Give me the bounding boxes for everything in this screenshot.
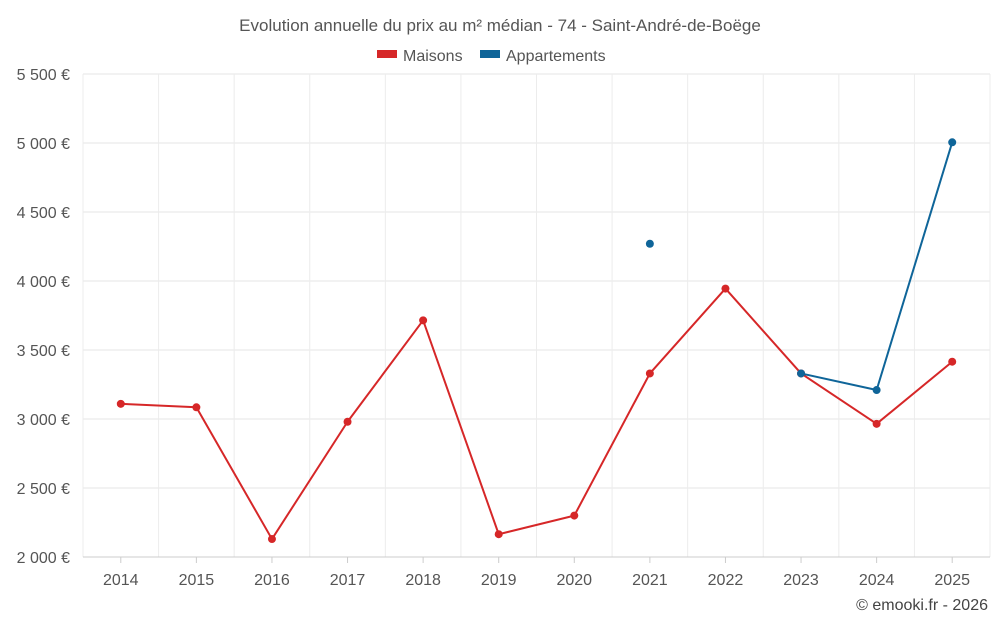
x-tick-label: 2020	[556, 572, 592, 589]
grid	[82, 73, 991, 558]
data-point-maisons[interactable]	[116, 399, 125, 408]
series-line-appartements	[800, 142, 954, 392]
x-tick-label: 2023	[783, 572, 819, 589]
y-tick-label: 5 000 €	[17, 136, 70, 153]
data-point-maisons[interactable]	[948, 357, 957, 366]
legend: Maisons Appartements	[377, 48, 606, 65]
x-tick-label: 2019	[481, 572, 517, 589]
x-tick-label: 2022	[708, 572, 744, 589]
y-tick-label: 2 000 €	[17, 550, 70, 567]
y-tick-label: 3 000 €	[17, 412, 70, 429]
data-point-maisons[interactable]	[267, 535, 276, 544]
data-point-appartements[interactable]	[645, 239, 654, 248]
legend-item-maisons[interactable]: Maisons	[377, 48, 463, 65]
x-tick-label: 2021	[632, 572, 668, 589]
y-tick-label: 3 500 €	[17, 343, 70, 360]
data-point-appartements[interactable]	[797, 369, 806, 378]
credit-text: © emooki.fr - 2026	[856, 597, 988, 614]
data-point-maisons[interactable]	[570, 511, 579, 520]
series-line-maisons	[120, 287, 953, 541]
data-point-maisons[interactable]	[721, 284, 730, 293]
x-tick-label: 2018	[405, 572, 441, 589]
x-tick-label: 2025	[934, 572, 970, 589]
chart-title: Evolution annuelle du prix au m² médian …	[239, 16, 761, 35]
x-tick-label: 2014	[103, 572, 139, 589]
legend-swatch-maisons	[377, 50, 397, 58]
data-point-maisons[interactable]	[343, 417, 352, 426]
data-point-maisons[interactable]	[192, 403, 201, 412]
x-tick-label: 2017	[330, 572, 366, 589]
x-tick-label: 2016	[254, 572, 290, 589]
data-point-maisons[interactable]	[872, 419, 881, 428]
legend-swatch-appartements	[480, 50, 500, 58]
series-appartements	[645, 138, 957, 395]
data-point-appartements[interactable]	[948, 138, 957, 147]
y-tick-label: 2 500 €	[17, 481, 70, 498]
x-axis: 2014 2015 2016 2017 2018 2019 2020 2021 2022 2023…	[83, 556, 990, 589]
legend-label-appartements: Appartements	[506, 48, 606, 65]
y-tick-label: 5 500 €	[17, 67, 70, 84]
legend-item-appartements[interactable]: Appartements	[480, 48, 606, 65]
legend-label-maisons: Maisons	[403, 48, 463, 65]
y-axis: 2 000 € 2 500 € 3 000 € 3 500 € 4 000 € 4 500…	[17, 67, 70, 567]
y-tick-label: 4 000 €	[17, 274, 70, 291]
x-tick-label: 2024	[859, 572, 895, 589]
series-layer	[116, 138, 957, 544]
x-tick-label: 2015	[179, 572, 215, 589]
data-point-maisons[interactable]	[419, 316, 428, 325]
data-point-maisons[interactable]	[494, 530, 503, 539]
data-point-maisons[interactable]	[645, 369, 654, 378]
data-point-appartements[interactable]	[872, 386, 881, 395]
y-tick-label: 4 500 €	[17, 205, 70, 222]
